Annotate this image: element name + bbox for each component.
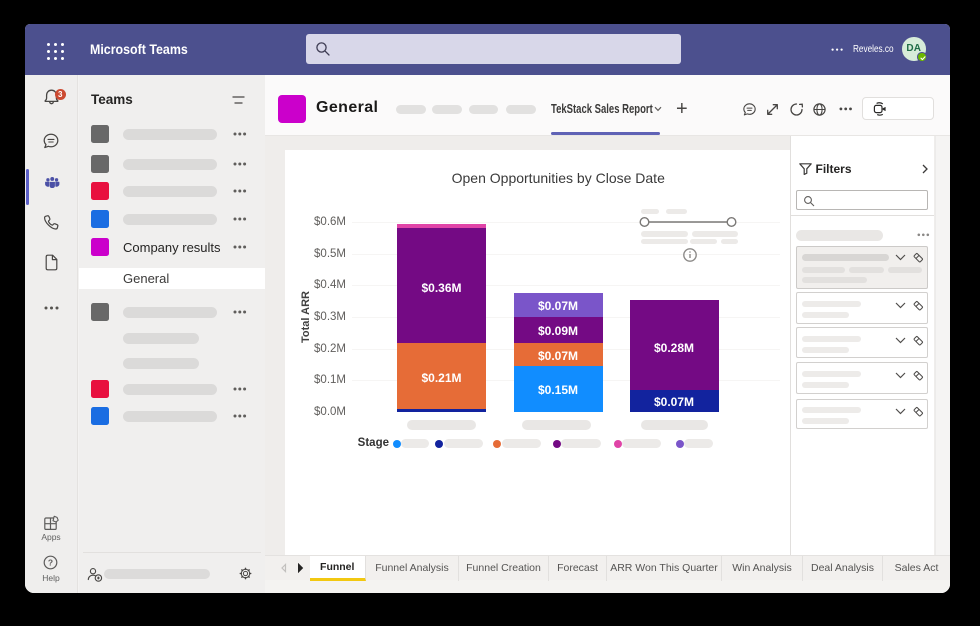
svg-text:?: ? — [48, 557, 53, 567]
